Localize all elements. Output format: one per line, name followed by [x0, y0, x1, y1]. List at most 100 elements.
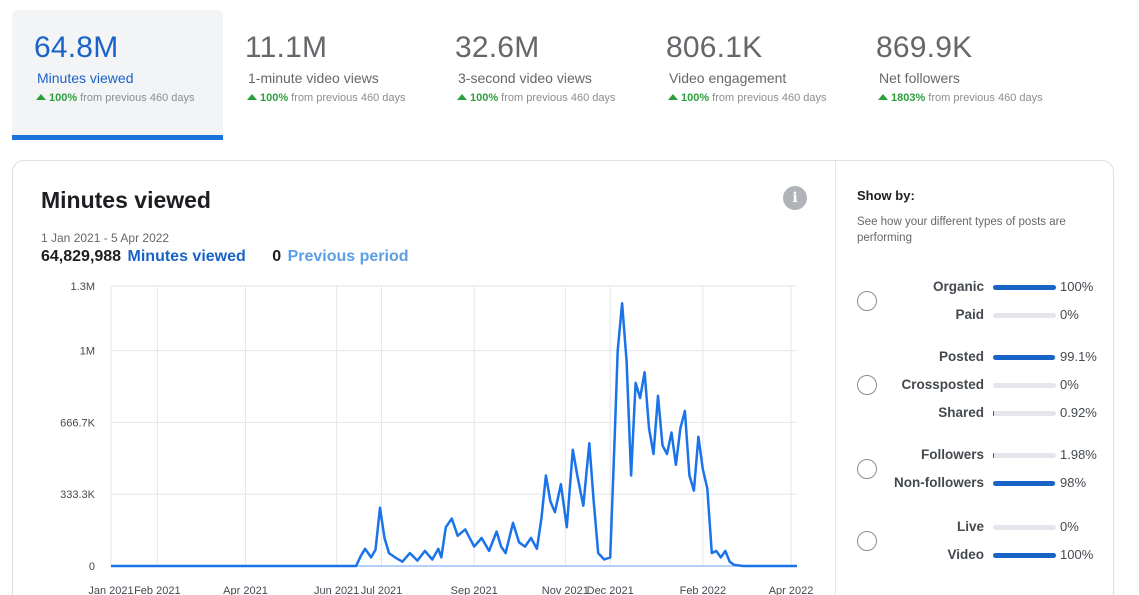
show-by-bar-track	[993, 553, 1056, 558]
show-by-row: Crossposted 0%	[836, 375, 1115, 395]
show-by-row: Organic 100%	[836, 277, 1115, 297]
minutes-viewed-card: Minutes viewed i 1 Jan 2021 - 5 Apr 2022…	[12, 160, 1114, 595]
show-by-bar-track	[993, 285, 1056, 290]
show-by-row: Posted 99.1%	[836, 347, 1115, 367]
metric-label: Minutes viewed	[37, 70, 134, 86]
show-by-bar-track	[993, 313, 1056, 318]
panel-divider	[835, 161, 836, 595]
x-tick-label: Feb 2022	[680, 585, 726, 595]
arrow-up-icon	[878, 94, 888, 100]
show-by-bar-fill	[993, 355, 1056, 360]
metric-change-text: from previous 460 days	[501, 92, 616, 104]
show-by-bar-track	[993, 383, 1056, 388]
metric-label: 1-minute video views	[248, 70, 379, 86]
current-total: 64,829,988	[41, 248, 122, 265]
arrow-up-icon	[668, 94, 678, 100]
show-by-bar-fill	[993, 481, 1055, 486]
previous-total: 0	[272, 248, 282, 265]
metric-change: 100% from previous 460 days	[668, 92, 855, 104]
chart-panel: Minutes viewed i 1 Jan 2021 - 5 Apr 2022…	[13, 161, 835, 595]
show-by-bar-track	[993, 453, 1056, 458]
show-by-row-value: 100%	[1060, 279, 1094, 294]
chart-title: Minutes viewed	[41, 187, 211, 213]
metric-value: 806.1K	[666, 31, 763, 64]
show-by-title: Show by:	[857, 188, 915, 203]
series-line-minutes-viewed	[111, 301, 797, 568]
x-tick-label: Jul 2021	[361, 585, 403, 595]
show-by-bar-fill	[993, 411, 994, 416]
show-by-bar-fill	[993, 285, 1056, 290]
y-tick-label: 1.3M	[71, 281, 95, 293]
metric-change: 100% from previous 460 days	[247, 92, 434, 104]
show-by-row-label: Video	[947, 547, 984, 562]
metric-value: 32.6M	[455, 31, 540, 64]
show-by-panel: Show by: See how your different types of…	[836, 161, 1115, 595]
show-by-row-label: Organic	[932, 279, 984, 294]
previous-series-label[interactable]: Previous period	[287, 248, 409, 265]
metric-change-text: from previous 460 days	[291, 92, 406, 104]
metric-tab-video-engagement[interactable]: 806.1K Video engagement 100% from previou…	[644, 10, 855, 140]
x-tick-label: Jun 2021	[314, 585, 359, 595]
x-tick-label: Sep 2021	[451, 585, 498, 595]
show-by-row-label: Followers	[920, 447, 984, 462]
show-by-row-value: 0.92%	[1060, 405, 1097, 420]
show-by-row-label: Crossposted	[901, 377, 984, 392]
show-by-radio[interactable]	[857, 291, 877, 311]
show-by-bar-track	[993, 481, 1056, 486]
show-by-row-label: Shared	[938, 405, 984, 420]
metric-tab-net-followers[interactable]: 869.9K Net followers 1803% from previous …	[854, 10, 1065, 140]
info-icon[interactable]: i	[783, 186, 807, 210]
show-by-row-label: Live	[956, 519, 984, 534]
date-range: 1 Jan 2021 - 5 Apr 2022	[41, 231, 170, 245]
show-by-row-value: 0%	[1060, 307, 1079, 322]
arrow-up-icon	[36, 94, 46, 100]
show-by-row-value: 1.98%	[1060, 447, 1097, 462]
show-by-bar-track	[993, 525, 1056, 530]
show-by-row-value: 100%	[1060, 547, 1094, 562]
y-tick-label: 666.7K	[60, 417, 96, 429]
show-by-radio[interactable]	[857, 375, 877, 395]
arrow-up-icon	[247, 94, 257, 100]
show-by-bar-fill	[993, 453, 995, 458]
x-tick-label: Feb 2021	[134, 585, 180, 595]
y-tick-label: 333.3K	[60, 489, 96, 501]
x-tick-label: Jan 2021	[88, 585, 133, 595]
x-tick-label: Dec 2021	[587, 585, 634, 595]
show-by-bar-track	[993, 411, 1056, 416]
metric-change-percent: 1803%	[891, 92, 926, 104]
metric-label: Net followers	[879, 70, 960, 86]
show-by-radio[interactable]	[857, 531, 877, 551]
show-by-row: Paid 0%	[836, 305, 1115, 325]
y-tick-label: 1M	[80, 346, 95, 358]
show-by-bar-track	[993, 355, 1056, 360]
metric-change-percent: 100%	[470, 92, 499, 104]
metric-change-text: from previous 460 days	[80, 92, 195, 104]
show-by-row-value: 98%	[1060, 475, 1087, 490]
y-tick-label: 0	[89, 561, 95, 573]
metric-tab-minutes-viewed[interactable]: 64.8M Minutes viewed 100% from previous 4…	[12, 10, 223, 140]
metric-tab-3-second-views[interactable]: 32.6M 3-second video views 100% from prev…	[433, 10, 644, 140]
show-by-radio[interactable]	[857, 459, 877, 479]
x-tick-label: Apr 2021	[223, 585, 268, 595]
metric-tab-1-minute-views[interactable]: 11.1M 1-minute video views 100% from prev…	[223, 10, 434, 140]
metric-change: 100% from previous 460 days	[457, 92, 644, 104]
metric-change-percent: 100%	[260, 92, 289, 104]
chart-summary: 64,829,988 Minutes viewed 0 Previous per…	[41, 248, 409, 266]
current-series-label[interactable]: Minutes viewed	[127, 248, 246, 265]
show-by-row-value: 0%	[1060, 377, 1079, 392]
arrow-up-icon	[457, 94, 467, 100]
metric-label: Video engagement	[669, 70, 787, 86]
show-by-row-label: Paid	[955, 307, 984, 322]
show-by-row-label: Non-followers	[894, 475, 984, 490]
metric-change-text: from previous 460 days	[712, 92, 827, 104]
show-by-description: See how your different types of posts ar…	[857, 216, 1066, 244]
metric-change: 1803% from previous 460 days	[878, 92, 1065, 104]
metric-change-percent: 100%	[49, 92, 78, 104]
metric-value: 64.8M	[34, 31, 119, 64]
metric-value: 869.9K	[876, 31, 973, 64]
metric-change-text: from previous 460 days	[928, 92, 1043, 104]
minutes-viewed-line-chart[interactable]: Jan 2021 Feb 2021 Apr 2021 Jun 2021 Jul 2021…	[13, 271, 835, 595]
x-tick-label: Nov 2021	[542, 585, 589, 595]
show-by-bar-fill	[993, 553, 1056, 558]
metric-label: 3-second video views	[458, 70, 592, 86]
